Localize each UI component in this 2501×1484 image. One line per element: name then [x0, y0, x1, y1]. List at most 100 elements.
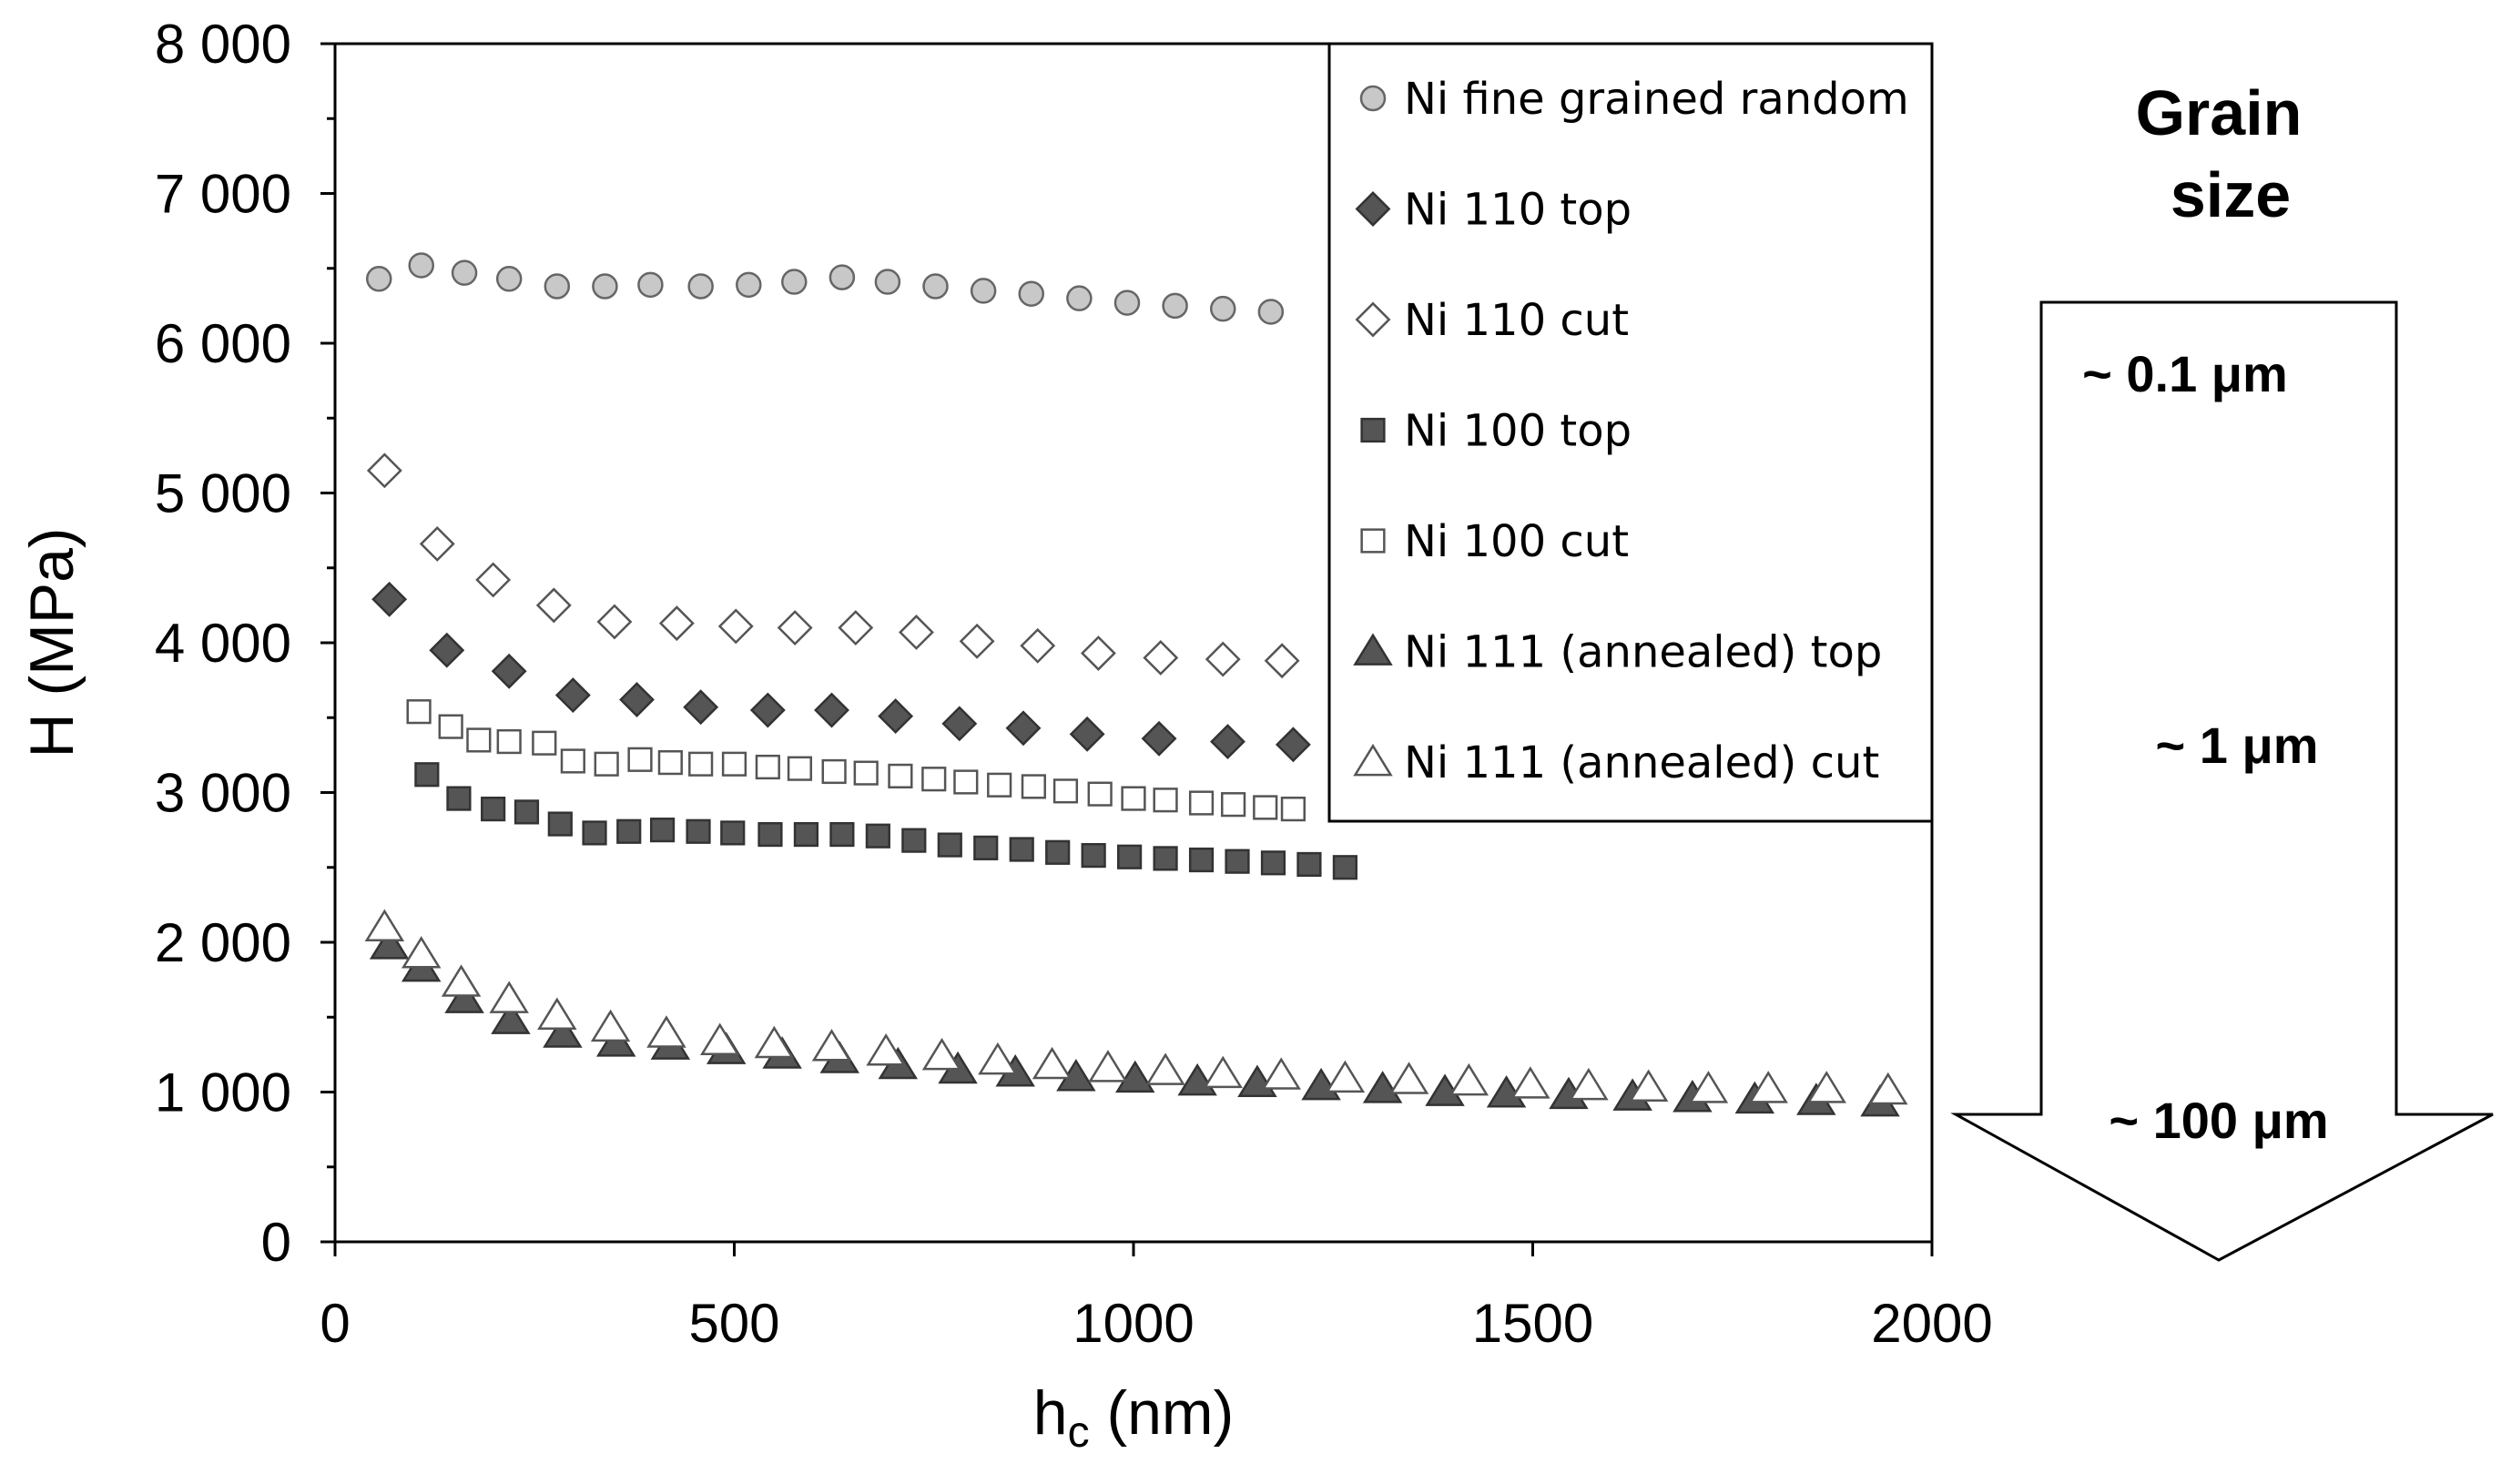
data-point [657, 750, 683, 776]
data-point [554, 677, 591, 714]
data-point [1264, 643, 1300, 679]
data-point [787, 756, 813, 781]
data-point [491, 653, 527, 689]
data-point [495, 266, 523, 292]
legend-marker [1360, 528, 1386, 554]
data-point [1296, 851, 1322, 878]
data-point [369, 927, 410, 960]
data-point [496, 728, 522, 755]
y-tick-label: 5 000 [155, 463, 291, 524]
data-point [959, 623, 995, 659]
data-point [736, 271, 762, 299]
data-point [838, 610, 874, 645]
data-point [1066, 285, 1093, 311]
data-point [978, 1042, 1018, 1075]
data-point [1257, 299, 1285, 325]
y-axis-ticks: 0 1 000 2 000 3 000 4 000 5 000 6 000 7 000 8 00… [155, 14, 335, 1273]
data-point [414, 762, 440, 788]
legend: Ni fine grained random Ni 110 top Ni 110 c… [1327, 42, 1934, 823]
data-point [921, 1037, 962, 1071]
data-point [937, 832, 962, 858]
data-point [1275, 727, 1311, 763]
data-point [649, 818, 676, 843]
series-ni-100-cut [406, 699, 1306, 822]
data-point [970, 278, 997, 304]
y-tick-label: 8 000 [155, 14, 291, 75]
data-point [865, 823, 890, 849]
data-point [1005, 710, 1042, 747]
data-point [720, 820, 746, 846]
series-ni-110-cut [366, 452, 1300, 679]
series-ni-100-top [414, 762, 1358, 880]
data-point [1052, 778, 1079, 804]
legend-label: Ni 100 top [1404, 406, 1632, 457]
series-ni-fine-grained-random [365, 252, 1285, 325]
data-point [1188, 847, 1215, 873]
legend-marker [1355, 301, 1391, 338]
data-point [438, 714, 463, 739]
x-tick-label: 1500 [1472, 1293, 1593, 1354]
data-point [1153, 846, 1178, 871]
y-tick-label: 4 000 [155, 613, 291, 674]
data-point [560, 748, 585, 774]
data-point [699, 1022, 740, 1055]
y-tick-label: 2 000 [155, 912, 291, 973]
data-point [532, 730, 557, 756]
data-point [441, 964, 482, 997]
data-point [408, 252, 434, 279]
y-axis-label: H (MPa) [17, 527, 86, 757]
legend-box [1327, 42, 1934, 823]
legend-marker [1359, 85, 1387, 112]
data-point [1628, 1069, 1669, 1102]
data-point [596, 604, 633, 640]
series-ni-111-annealed-cut [364, 909, 1908, 1105]
data-point [899, 615, 934, 650]
data-point [1362, 1071, 1403, 1103]
data-point [1087, 781, 1113, 807]
data-point [721, 751, 747, 777]
data-point [444, 981, 484, 1013]
data-point [1088, 1050, 1128, 1083]
data-point [1806, 1071, 1846, 1103]
data-point [829, 264, 856, 290]
legend-marker [1353, 633, 1393, 666]
series-ni-110-top [371, 581, 1311, 763]
data-point [749, 692, 786, 728]
data-point [537, 997, 577, 1030]
data-point [717, 608, 754, 645]
data-point [627, 747, 653, 772]
data-point [594, 751, 619, 777]
grain-size-label-large: ~ 100 μm [2109, 1092, 2328, 1149]
data-point [466, 727, 492, 753]
data-point [1210, 724, 1245, 760]
data-point [1225, 849, 1250, 874]
y-tick-label: 7 000 [155, 164, 291, 225]
data-point [1188, 790, 1215, 816]
data-point [901, 828, 927, 853]
data-point [987, 772, 1012, 798]
data-point [1510, 1066, 1550, 1099]
legend-label: Ni 111 (annealed) cut [1404, 737, 1879, 788]
data-point [543, 1015, 583, 1048]
legend-label: Ni 110 top [1404, 185, 1632, 236]
data-point [1045, 839, 1071, 865]
data-point [1115, 1060, 1155, 1093]
legend-label: Ni fine grained random [1404, 74, 1909, 125]
data-point [888, 763, 913, 789]
data-point [1209, 295, 1236, 322]
legend-label: Ni 111 (annealed) top [1404, 627, 1882, 678]
data-point [590, 1009, 631, 1042]
data-point [921, 767, 947, 792]
data-point [1143, 640, 1179, 676]
data-point [781, 269, 808, 295]
data-point [793, 821, 819, 848]
data-point [1868, 1072, 1908, 1105]
data-point [1449, 1062, 1489, 1096]
data-point [1081, 842, 1106, 869]
data-point [1113, 290, 1141, 316]
data-point [878, 698, 914, 735]
x-axis-label-unit: (nm) [1090, 1378, 1235, 1448]
data-point [757, 821, 783, 848]
data-point [1080, 635, 1116, 671]
